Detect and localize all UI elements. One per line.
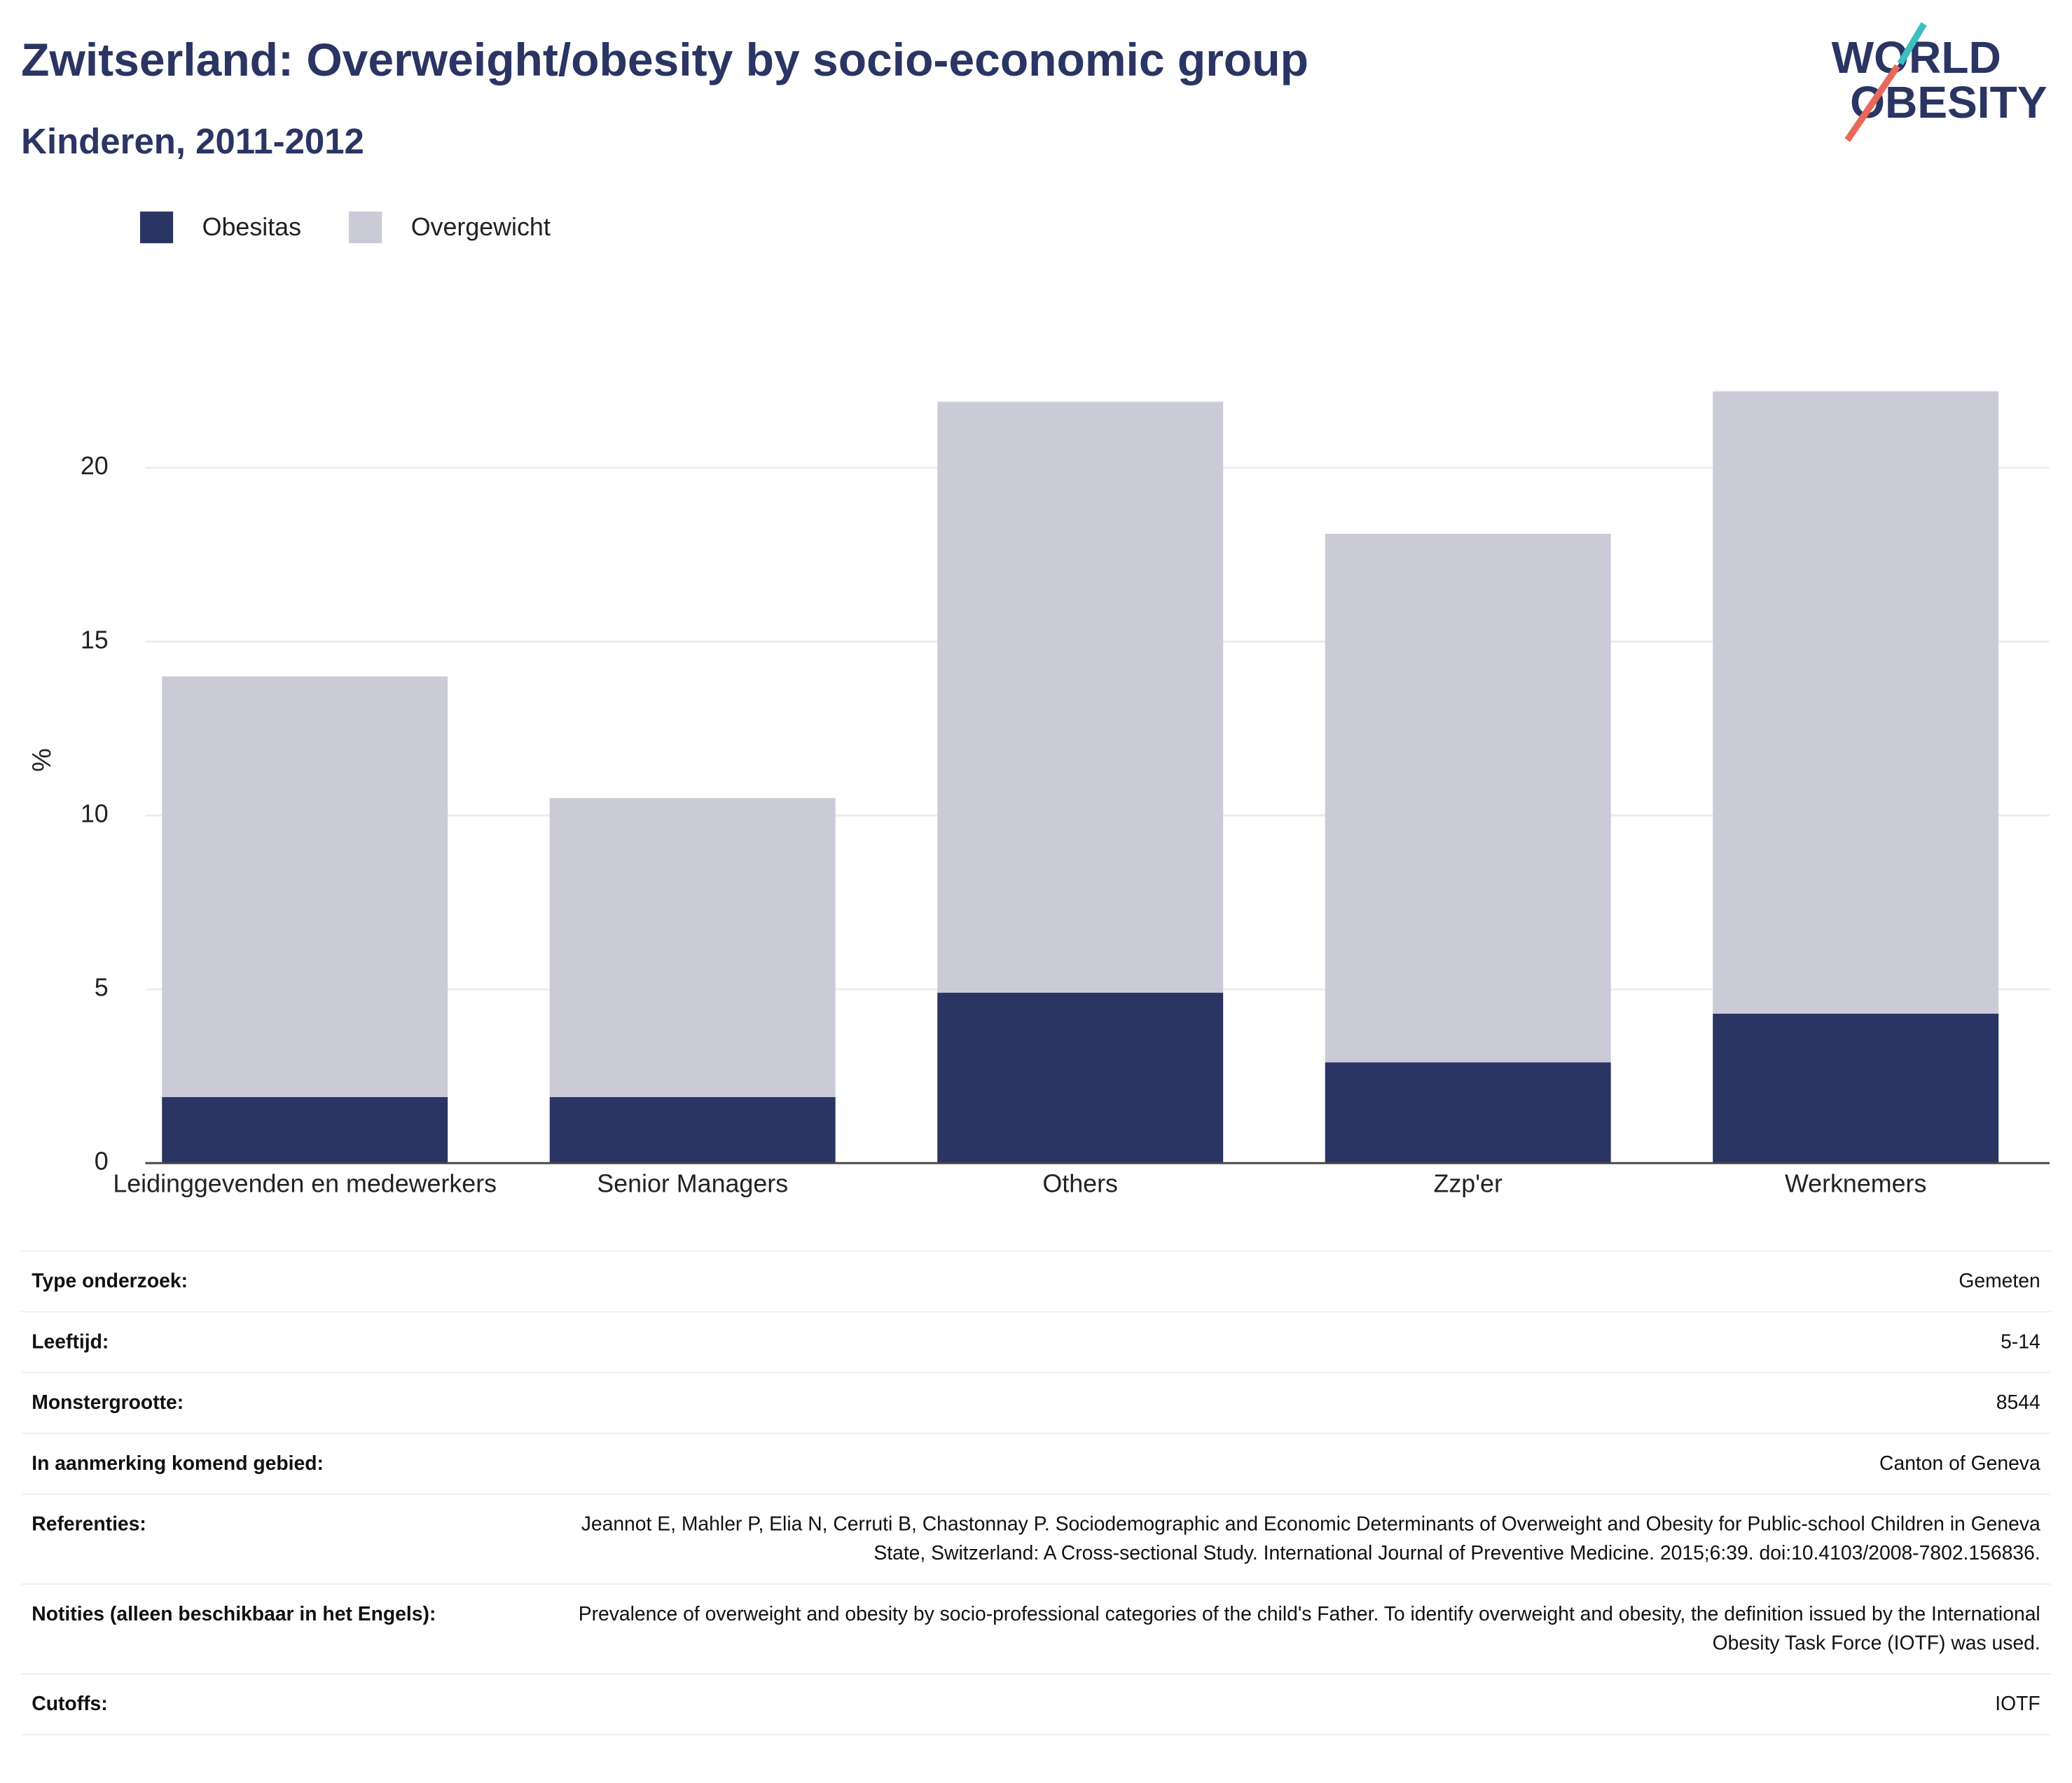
chart-subtitle: Kinderen, 2011-2012: [21, 121, 364, 161]
info-value: 8544: [1996, 1391, 2040, 1414]
info-value: Prevalence of overweight and obesity by …: [578, 1603, 2040, 1655]
y-tick-label: 10: [81, 799, 109, 827]
info-label: Cutoffs:: [32, 1693, 108, 1716]
legend-swatch: [139, 211, 174, 244]
y-tick-label: 0: [95, 1148, 109, 1176]
info-row: Type onderzoek: Gemeten: [21, 1250, 2051, 1312]
legend-swatch: [349, 211, 382, 244]
logo: WORLD OBESITY: [1832, 22, 2047, 142]
info-label: Notities (alleen beschikbaar in het Enge…: [32, 1603, 436, 1626]
x-tick-label: Werknemers: [1785, 1170, 1926, 1198]
logo-line2: OBESITY: [1850, 77, 2047, 128]
bar-segment: [937, 993, 1224, 1164]
bar-segment: [549, 798, 836, 1097]
info-label: Monstergrootte:: [32, 1391, 184, 1414]
bar-segment: [1713, 391, 1999, 1014]
bar-segment: [1325, 534, 1611, 1063]
info-row: Monstergrootte: 8544: [21, 1372, 2051, 1433]
x-tick-label: Others: [1042, 1170, 1118, 1198]
bar-segment: [937, 401, 1224, 993]
info-row: Leeftijd: 5-14: [21, 1311, 2051, 1372]
info-label: Leeftijd:: [32, 1330, 109, 1354]
logo-slash-teal: [1897, 22, 1927, 66]
info-value: Jeannot E, Mahler P, Elia N, Cerruti B, …: [581, 1513, 2040, 1565]
info-label: In aanmerking komend gebied:: [32, 1452, 324, 1475]
bar-segment: [162, 676, 448, 1097]
y-tick-label: 15: [81, 626, 109, 654]
legend-label: Obesitas: [202, 213, 301, 241]
info-row: Referenties: Jeannot E, Mahler P, Elia N,…: [21, 1493, 2051, 1583]
info-table-container: Type onderzoek: Gemeten Leeftijd: 5-14 Monst…: [21, 1250, 2051, 1736]
y-tick-label: 20: [81, 452, 109, 480]
info-value: IOTF: [1995, 1693, 2040, 1716]
bar-segment: [162, 1096, 448, 1164]
chart-title: Zwitserland: Overweight/obesity by socio…: [21, 34, 1308, 85]
x-tick-label: Senior Managers: [597, 1170, 788, 1198]
bar-segment: [1713, 1013, 1999, 1164]
y-axis-label: %: [27, 748, 56, 772]
info-row: Cutoffs: IOTF: [21, 1673, 2051, 1736]
legend-label: Overgewicht: [411, 213, 551, 241]
info-row: Notities (alleen beschikbaar in het Enge…: [21, 1583, 2051, 1673]
info-table: Type onderzoek: Gemeten Leeftijd: 5-14 Monst…: [21, 1250, 2051, 1736]
logo-slash-red: [1844, 64, 1900, 142]
bar-segment: [549, 1096, 836, 1164]
x-tick-label: Leidinggevenden en medewerkers: [113, 1170, 497, 1198]
info-label: Type onderzoek:: [32, 1269, 188, 1293]
info-value: Gemeten: [1959, 1269, 2040, 1293]
x-tick-label: Zzp'er: [1433, 1170, 1502, 1198]
y-tick-label: 5: [95, 974, 109, 1002]
info-row: In aanmerking komend gebied: Canton of Ge…: [21, 1433, 2051, 1494]
bar-segment: [1325, 1062, 1611, 1164]
info-label: Referenties:: [32, 1513, 146, 1536]
info-value: Canton of Geneva: [1879, 1452, 2040, 1475]
info-value: 5-14: [2001, 1330, 2040, 1354]
